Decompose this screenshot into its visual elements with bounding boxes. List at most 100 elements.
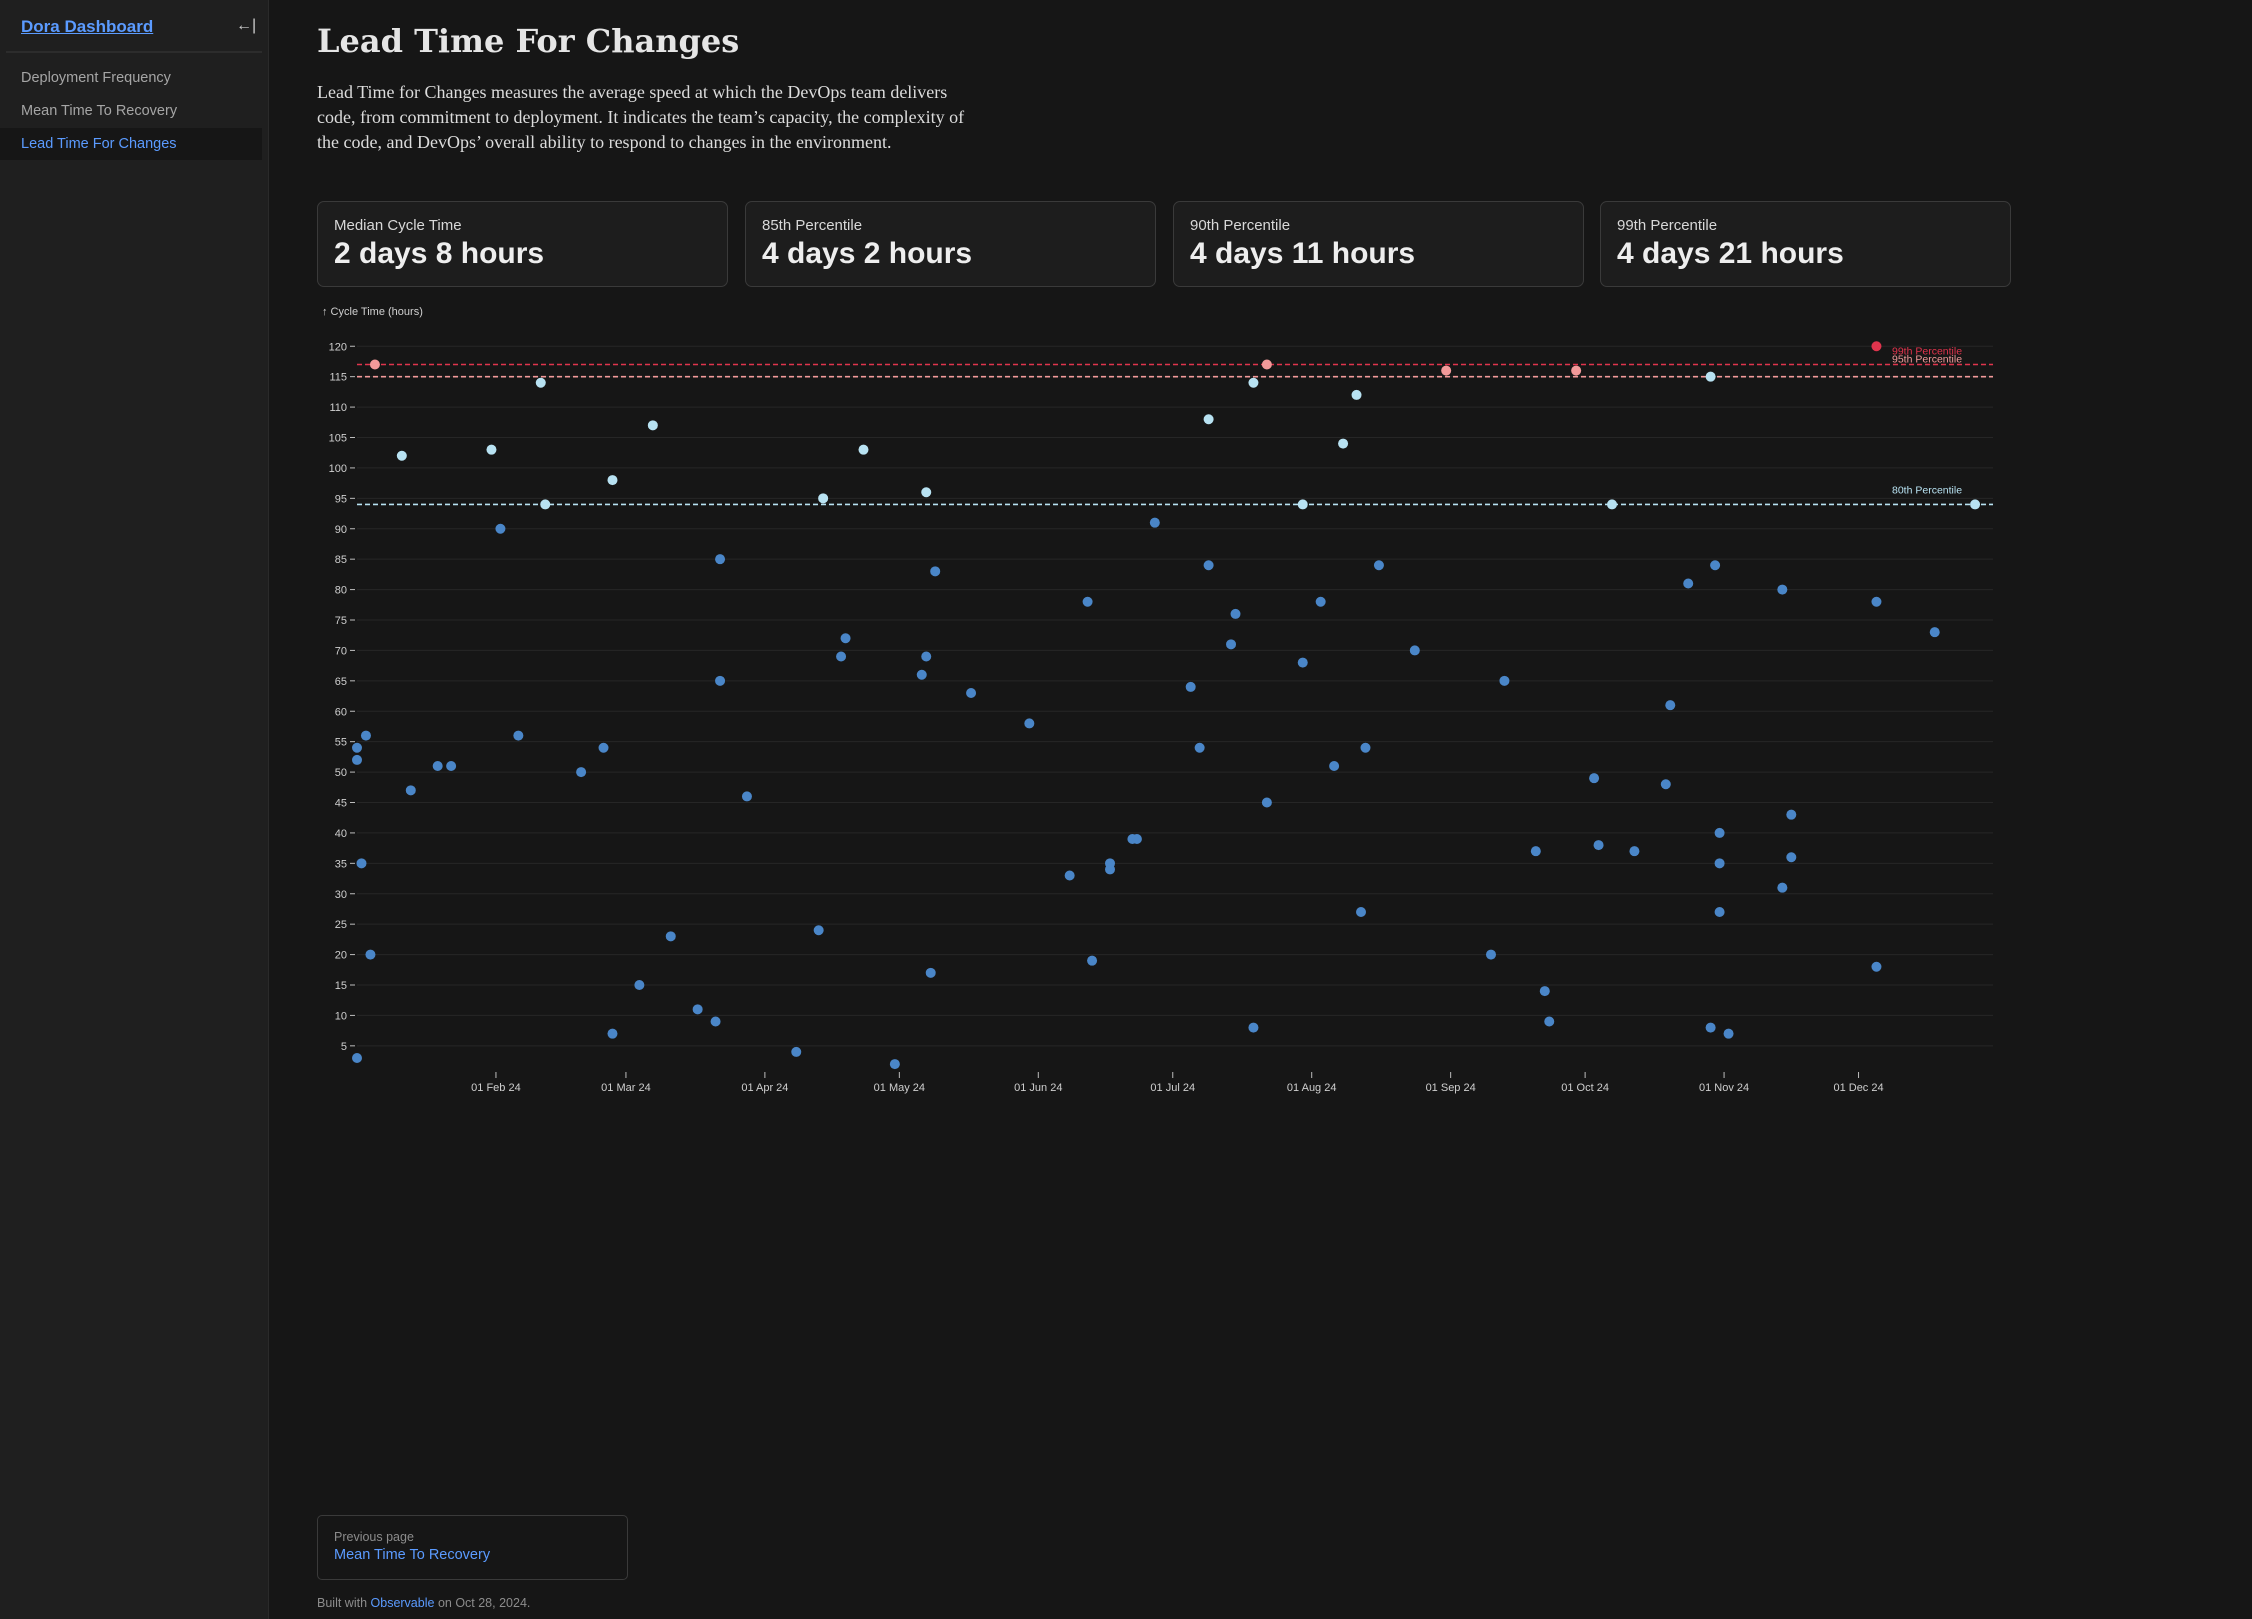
data-point xyxy=(1786,852,1797,863)
data-point xyxy=(1871,341,1882,352)
page-description: Lead Time for Changes measures the avera… xyxy=(317,82,965,152)
previous-page-button[interactable]: Previous page Mean Time To Recovery xyxy=(317,1515,628,1580)
data-point xyxy=(598,742,609,753)
card-value: 2 days 8 hours xyxy=(334,237,545,270)
data-point xyxy=(1714,858,1725,869)
previous-page-label: Previous page xyxy=(334,1530,414,1544)
data-point xyxy=(486,444,497,455)
data-point xyxy=(1593,840,1604,851)
data-point xyxy=(921,487,932,498)
data-point xyxy=(1356,907,1367,917)
y-tick-label: 90 xyxy=(335,524,347,536)
card-label: 90th Percentile xyxy=(1190,217,1291,234)
x-tick-label: 01 Nov 24 xyxy=(1699,1082,1749,1094)
y-tick-label: 95 xyxy=(335,493,347,505)
85th-percentile-card: 85th Percentile 4 days 2 hours xyxy=(745,201,1156,287)
data-point xyxy=(405,785,416,796)
data-point xyxy=(535,377,546,388)
data-point xyxy=(715,554,726,565)
data-point xyxy=(930,566,941,577)
data-point xyxy=(1714,907,1725,917)
y-tick-label: 45 xyxy=(335,798,347,810)
data-point xyxy=(1373,560,1384,571)
data-point xyxy=(360,730,371,741)
data-point xyxy=(1329,761,1340,771)
data-point xyxy=(1261,359,1272,370)
data-point xyxy=(1544,1016,1555,1027)
y-tick-label: 35 xyxy=(335,858,347,870)
data-point xyxy=(1226,639,1237,650)
99th-percentile-card: 99th Percentile 4 days 21 hours xyxy=(1600,201,2011,287)
data-point xyxy=(1194,742,1205,753)
data-point xyxy=(1871,961,1882,972)
data-point xyxy=(365,949,376,960)
data-point xyxy=(1929,627,1940,638)
data-point xyxy=(495,523,506,534)
sidebar-item-lead-time-for-changes[interactable]: Lead Time For Changes xyxy=(0,128,262,160)
data-point xyxy=(1338,438,1349,449)
card-value: 4 days 2 hours xyxy=(762,237,973,270)
data-point xyxy=(1230,608,1241,619)
data-point xyxy=(1710,560,1721,571)
data-point xyxy=(513,730,524,741)
data-point xyxy=(741,791,752,802)
data-point xyxy=(1064,870,1075,881)
data-point xyxy=(1248,377,1259,388)
data-point xyxy=(1629,846,1640,857)
y-axis-label: ↑ Cycle Time (hours) xyxy=(322,306,423,318)
data-point xyxy=(715,675,726,686)
data-point xyxy=(1409,645,1420,656)
previous-page-link[interactable]: Mean Time To Recovery xyxy=(334,1547,491,1563)
data-point xyxy=(1024,718,1035,729)
data-point xyxy=(836,651,847,662)
y-tick-label: 55 xyxy=(335,737,347,749)
data-point xyxy=(1777,584,1788,595)
collapse-sidebar-icon[interactable]: ←| xyxy=(236,17,257,34)
footer-prefix: Built with xyxy=(317,1596,368,1610)
sidebar-item-mean-time-to-recovery[interactable]: Mean Time To Recovery xyxy=(21,103,178,119)
data-point xyxy=(818,493,829,504)
x-tick-label: 01 Jun 24 xyxy=(1014,1082,1062,1094)
y-tick-label: 70 xyxy=(335,645,347,657)
data-point xyxy=(647,420,658,431)
y-tick-label: 80 xyxy=(335,585,347,597)
x-tick-label: 01 Sep 24 xyxy=(1426,1082,1476,1094)
sidebar-item-deployment-frequency[interactable]: Deployment Frequency xyxy=(21,70,171,86)
threshold-label: 99th Percentile xyxy=(1892,346,1962,358)
dashboard-title-link[interactable]: Dora Dashboard xyxy=(21,17,154,36)
data-point xyxy=(396,450,407,461)
data-point xyxy=(1203,560,1214,571)
data-point xyxy=(352,754,362,765)
data-point xyxy=(1714,827,1725,838)
y-tick-label: 60 xyxy=(335,706,347,718)
y-tick-label: 120 xyxy=(329,341,347,353)
x-tick-label: 01 Oct 24 xyxy=(1561,1082,1609,1094)
y-tick-label: 25 xyxy=(335,919,347,931)
data-point xyxy=(889,1059,900,1070)
data-point xyxy=(1723,1028,1734,1039)
data-point xyxy=(1360,742,1371,753)
data-point xyxy=(665,931,676,942)
data-point xyxy=(1297,657,1308,668)
data-point xyxy=(1665,700,1676,711)
data-point xyxy=(1607,499,1618,510)
data-point xyxy=(1131,834,1142,844)
x-tick-label: 01 Jul 24 xyxy=(1150,1082,1195,1094)
sidebar-divider xyxy=(6,51,262,53)
data-point xyxy=(813,925,824,936)
card-label: Median Cycle Time xyxy=(334,217,462,234)
y-tick-label: 20 xyxy=(335,950,347,962)
data-point xyxy=(1871,596,1882,607)
y-tick-label: 110 xyxy=(329,402,347,414)
y-tick-label: 5 xyxy=(341,1041,347,1053)
page-title: Lead Time For Changes xyxy=(317,22,740,60)
data-point xyxy=(916,669,927,680)
data-point xyxy=(966,688,977,698)
footer-suffix: on Oct 28, 2024. xyxy=(437,1596,531,1610)
threshold-label: 80th Percentile xyxy=(1892,484,1962,496)
sidebar: Dora Dashboard ←| Deployment Frequency M… xyxy=(0,0,269,1619)
data-point xyxy=(1351,389,1362,400)
data-point xyxy=(1683,578,1694,589)
card-value: 4 days 11 hours xyxy=(1190,237,1416,270)
observable-link[interactable]: Observable xyxy=(370,1596,435,1610)
